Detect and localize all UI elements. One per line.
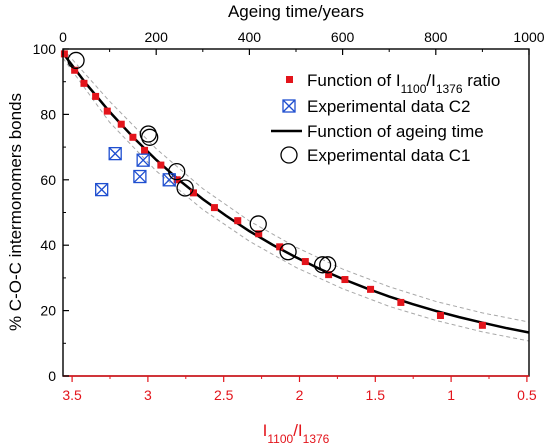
y-axis-tick-label: 80 xyxy=(40,106,56,122)
top-axis-tick-label: 200 xyxy=(145,29,169,45)
c2-point-box xyxy=(108,146,122,161)
y-axis-tick-label: 40 xyxy=(40,237,56,253)
bottom-axis-tick-label: 1.5 xyxy=(366,387,386,403)
ratio-point xyxy=(341,276,349,284)
c1-point xyxy=(279,243,297,261)
c1-point xyxy=(313,256,332,274)
bottom-axis-tick-label: 2 xyxy=(296,387,304,403)
c2-point xyxy=(95,182,109,197)
ratio-point xyxy=(71,66,79,74)
c2-point-cross-b xyxy=(136,153,150,167)
ratio-point xyxy=(325,271,333,279)
legend-label-experimental-c2: Experimental data C2 xyxy=(307,97,470,116)
legend-label-experimental-c1: Experimental data C1 xyxy=(307,146,470,165)
c1-point xyxy=(141,128,159,146)
c2-point-cross-b xyxy=(133,170,147,183)
ratio-point xyxy=(60,50,68,58)
c1-point xyxy=(67,51,85,70)
ratio-point xyxy=(129,133,137,141)
top-axis-tick-label: 1000 xyxy=(513,29,544,45)
ratio-point xyxy=(80,79,88,87)
top-axis-tick-label: 800 xyxy=(424,29,448,45)
ratio-point xyxy=(276,243,284,251)
ratio-point xyxy=(157,161,165,169)
y-axis-tick-label: 60 xyxy=(40,172,56,188)
c2-point-box xyxy=(133,169,147,184)
top-axis-tick-label: 400 xyxy=(238,29,262,45)
c1-point xyxy=(249,215,267,233)
c2-point xyxy=(108,146,122,161)
c2-point xyxy=(133,169,147,184)
legend-marker-experimental-c1 xyxy=(280,146,298,164)
y-axis-tick-label: 100 xyxy=(33,41,57,57)
ratio-point xyxy=(234,217,242,225)
ratio-point xyxy=(436,312,444,320)
c2-point-cross-b xyxy=(162,173,176,187)
bottom-axis-tick-label: 3.5 xyxy=(62,387,82,403)
legend-label-function-ratio: Function of I1100/I1376 ratio xyxy=(307,71,500,96)
y-axis-title: % C-O-C intermonomers bonds xyxy=(6,93,25,331)
c1-point xyxy=(176,179,194,197)
ratio-point xyxy=(367,285,375,293)
c1-point xyxy=(168,162,186,181)
legend: Function of I1100/I1376 ratio Experiment… xyxy=(271,71,500,165)
y-axis-tick-label: 20 xyxy=(40,303,56,319)
data-markers xyxy=(60,50,486,329)
ratio-point xyxy=(141,146,149,154)
band-lower-line xyxy=(62,57,530,342)
series-line-ageing-time xyxy=(62,52,530,334)
ticks: 0 200 400 600 800 1000 0 20 40 60 80 100 3.5 3 2.5 2 1.5… xyxy=(33,29,545,403)
c2-point xyxy=(136,153,150,167)
bottom-axis-tick-label: 2.5 xyxy=(214,387,234,403)
legend-label-function-time: Function of ageing time xyxy=(307,122,484,141)
c1-point xyxy=(139,125,157,143)
bottom-axis-tick-label: 3 xyxy=(144,387,152,403)
c2-point-cross-b xyxy=(95,183,109,197)
ratio-point xyxy=(255,230,263,238)
y-axis-tick-label: 0 xyxy=(48,368,56,384)
legend-marker-experimental-c2 xyxy=(282,99,296,113)
ratio-point xyxy=(478,321,486,329)
ratio-point xyxy=(189,189,197,197)
c2-point-box xyxy=(95,182,109,197)
c2-point-box xyxy=(136,153,150,167)
ageing-time-curve xyxy=(62,52,530,334)
legend-marker-function-ratio xyxy=(286,76,293,83)
ratio-point xyxy=(117,120,125,128)
ratio-point xyxy=(301,258,309,266)
top-axis-tick-label: 0 xyxy=(59,29,67,45)
c1-point xyxy=(319,256,337,274)
bottom-axis-title: I1100/I1376 xyxy=(263,421,330,446)
top-axis-title: Ageing time/years xyxy=(228,2,364,21)
bottom-axis-tick-label: 1 xyxy=(447,387,455,403)
ratio-point xyxy=(103,107,111,115)
bottom-axis-tick-label: 0.5 xyxy=(517,387,537,403)
ratio-point xyxy=(92,92,100,100)
ratio-point xyxy=(210,204,218,212)
top-axis-tick-label: 600 xyxy=(331,29,355,45)
c2-point-cross-b xyxy=(108,147,122,161)
ratio-point xyxy=(397,298,405,306)
